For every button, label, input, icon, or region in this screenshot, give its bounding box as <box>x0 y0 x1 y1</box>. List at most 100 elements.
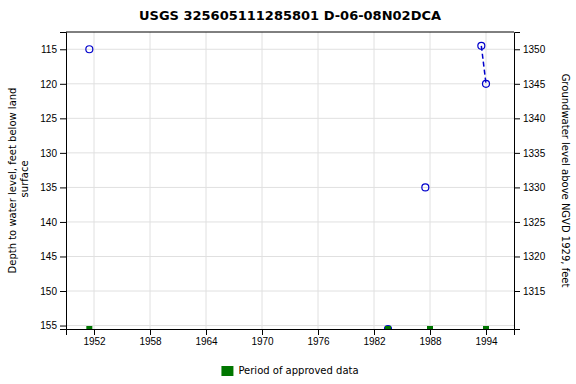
y2-axis-tick-mark <box>514 49 520 50</box>
y-axis-tick-mark <box>60 256 66 257</box>
grid-line-x <box>374 32 375 329</box>
square-marker <box>86 326 92 329</box>
grid-line-y <box>66 325 514 326</box>
y-axis-tick-label: 155 <box>40 320 57 331</box>
y2-axis-line <box>515 33 521 330</box>
x-axis-tick-mark <box>318 329 319 335</box>
y-axis-line <box>60 33 67 330</box>
x-axis-tick-mark <box>374 329 375 335</box>
plot: 1952195819641970197619821988199411512012… <box>7 32 571 347</box>
legend-label: Period of approved data <box>238 365 358 376</box>
y-axis-tick-label: 120 <box>40 79 57 90</box>
x-axis-tick-mark <box>150 329 151 335</box>
y-axis-tick-label: 125 <box>40 113 57 124</box>
x-axis-tick: 1982 <box>363 329 386 347</box>
grid-line-x <box>486 32 487 329</box>
y-axis-tick-mark <box>60 326 66 327</box>
y-axis-tick-label: 140 <box>40 217 57 228</box>
grid-line-x <box>430 32 431 329</box>
y-axis-tick-label: 145 <box>40 251 57 262</box>
title: USGS 325605111285801 D-06-08N02DCA <box>139 8 441 23</box>
x-axis-tick-label: 1964 <box>195 336 218 347</box>
y-axis-label: Depth to water level, feet below land su… <box>7 88 30 274</box>
data <box>86 42 490 329</box>
y-axis-tick-mark <box>60 291 66 292</box>
x-axis-tick-mark <box>94 329 95 335</box>
square-marker <box>483 326 489 329</box>
y2-axis-tick-label: 1335 <box>523 148 546 159</box>
x-axis-tick-mark <box>486 329 487 335</box>
y-axis-tick: 125 <box>40 113 66 124</box>
y-axis-tick-label: 115 <box>41 44 57 55</box>
x-axis-tick: 1994 <box>475 329 498 347</box>
grid-line-y <box>66 291 514 292</box>
y-axis-tick-mark <box>60 222 66 223</box>
x-axis-tick-label: 1970 <box>251 336 274 347</box>
point <box>385 326 392 330</box>
y-axis-tick-mark <box>60 118 66 119</box>
y2-axis-tick-label: 1345 <box>523 79 546 90</box>
x-axis-tick-mark <box>430 329 431 335</box>
y2-axis-tick-mark <box>514 291 520 292</box>
square-marker <box>427 326 433 329</box>
y2-axis-tick-label: 1315 <box>523 286 546 297</box>
y2-axis-tick-label: 1340 <box>523 113 546 124</box>
y2-axis-tick: 1340 <box>514 113 546 124</box>
grid-line-y <box>66 256 514 257</box>
y2-axis-tick-label: 1330 <box>523 182 546 193</box>
x-axis-tick-label: 1976 <box>307 336 330 347</box>
legend: Period of approved data <box>221 365 358 376</box>
y-axis-tick-mark <box>60 49 66 50</box>
x-axis-tick-label: 1958 <box>139 336 162 347</box>
y2-axis-tick: 1315 <box>514 286 546 297</box>
y-axis-tick-label: 130 <box>40 148 57 159</box>
frame-top <box>66 32 514 33</box>
legend-item: Period of approved data <box>221 365 358 376</box>
y2-axis-tick-mark <box>514 84 520 85</box>
y-axis-tick-mark <box>60 153 66 154</box>
grid-line-y <box>66 49 514 50</box>
grid-line-y <box>66 152 514 153</box>
x-axis-tick: 1958 <box>139 329 162 347</box>
y-axis-tick: 115 <box>41 44 66 55</box>
y2-axis-tick-mark <box>514 153 520 154</box>
y-axis-tick: 155 <box>40 320 66 331</box>
grid-line-y <box>66 187 514 188</box>
x-axis-tick-mark <box>206 329 207 335</box>
grid-line-y <box>66 221 514 222</box>
line <box>481 46 486 84</box>
y-axis-tick-mark <box>60 84 66 85</box>
y2-axis-tick: 1320 <box>514 251 546 262</box>
y2-axis-label: Groundwater level above NGVD 1929, feet <box>560 74 571 288</box>
y2-axis-tick-label: 1325 <box>523 217 546 228</box>
x-axis-tick: 1964 <box>195 329 218 347</box>
y-axis-tick: 140 <box>40 217 66 228</box>
x-axis-line <box>67 330 515 336</box>
grid-line-y <box>66 83 514 84</box>
square-marker <box>385 326 391 329</box>
x-axis-tick: 1970 <box>251 329 274 347</box>
grid-line-x <box>94 32 95 329</box>
y2-axis-tick: 1350 <box>514 44 546 55</box>
x-axis-tick: 1988 <box>419 329 442 347</box>
y-axis: 115 120 125 130 135 140 145 150 155 <box>40 33 66 332</box>
y-axis-tick: 120 <box>40 79 66 90</box>
legend-swatch <box>221 366 233 376</box>
y2-axis-tick: 1330 <box>514 182 546 193</box>
x-axis-tick-mark <box>262 329 263 335</box>
y2-axis-tick-mark <box>514 222 520 223</box>
x-axis-tick-label: 1988 <box>419 336 442 347</box>
y-axis-tick: 135 <box>40 182 66 193</box>
y2-axis: 1350 1345 1340 1335 1330 1325 1320 1315 <box>514 33 546 330</box>
y2-axis-tick-label: 1350 <box>523 44 546 55</box>
x-axis-tick-label: 1982 <box>363 336 386 347</box>
y2-axis-tick-mark <box>514 118 520 119</box>
y-axis-tick: 145 <box>40 251 66 262</box>
grid-line-x <box>262 32 263 329</box>
y2-axis-tick: 1345 <box>514 79 546 90</box>
y-axis-tick-label: 150 <box>40 286 57 297</box>
y2-axis-tick: 1325 <box>514 217 546 228</box>
y2-axis-tick-mark <box>514 187 520 188</box>
grid <box>66 32 514 329</box>
grid-line-y <box>66 118 514 119</box>
